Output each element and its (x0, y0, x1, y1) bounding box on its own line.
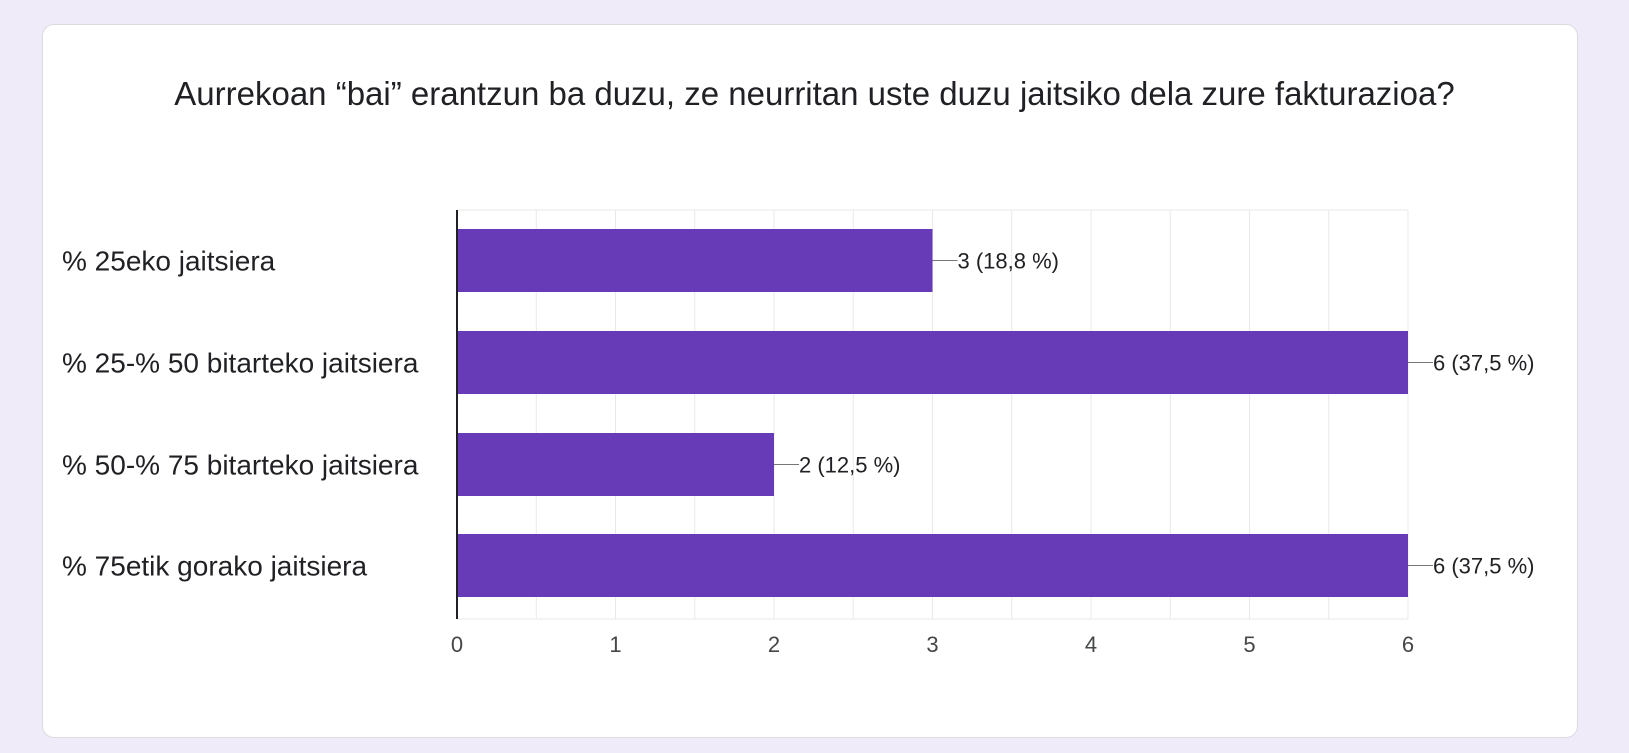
data-label: 2 (12,5 %) (799, 453, 901, 478)
category-label: % 25-% 50 bitarteko jaitsiera (62, 348, 419, 379)
question-title: Aurrekoan “bai” erantzun ba duzu, ze neu… (174, 75, 1455, 112)
x-tick-label: 5 (1243, 632, 1255, 657)
x-tick-label: 3 (926, 632, 938, 657)
category-label: % 75etik gorako jaitsiera (62, 551, 367, 582)
x-tick-label: 1 (609, 632, 621, 657)
bar (457, 433, 774, 496)
x-tick-label: 2 (768, 632, 780, 657)
x-tick-label: 6 (1402, 632, 1414, 657)
bar (457, 229, 933, 292)
data-label: 3 (18,8 %) (958, 249, 1060, 274)
category-label: % 25eko jaitsiera (62, 246, 276, 277)
bar (457, 331, 1408, 394)
data-label: 6 (37,5 %) (1433, 351, 1535, 376)
data-label: 6 (37,5 %) (1433, 554, 1535, 579)
bar (457, 534, 1408, 597)
category-label: % 50-% 75 bitarteko jaitsiera (62, 450, 419, 481)
x-tick-label: 4 (1085, 632, 1097, 657)
x-tick-label: 0 (451, 632, 463, 657)
